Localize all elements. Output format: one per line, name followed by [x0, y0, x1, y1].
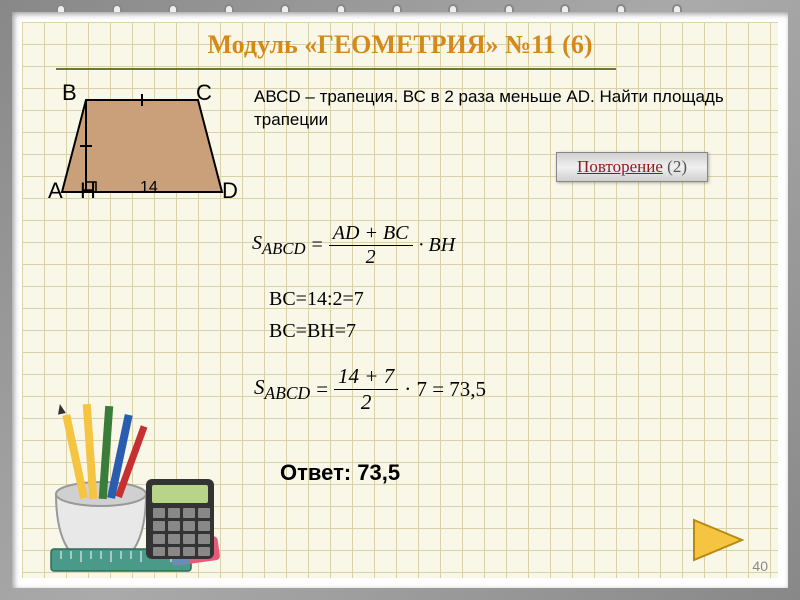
trapezoid-diagram: А В С D Н 14	[50, 82, 250, 202]
inner-frame: Модуль «ГЕОМЕТРИЯ» №11 (6) А В С D Н	[12, 12, 788, 588]
outer-frame: Модуль «ГЕОМЕТРИЯ» №11 (6) А В С D Н	[0, 0, 800, 600]
repeat-button[interactable]: Повторение (2)	[556, 152, 708, 182]
answer-text: Ответ: 73,5	[280, 460, 400, 486]
vertex-d: D	[222, 178, 238, 204]
area-formula-general: SABCD = AD + BC 2 · BH	[252, 222, 455, 269]
calc-bh: BC=BH=7	[269, 320, 356, 343]
area-formula-numeric: SABCD = 14 + 7 2 · 7 = 73,5	[254, 364, 486, 415]
base-length: 14	[140, 179, 158, 197]
vertex-h: Н	[80, 178, 96, 204]
page-number: 40	[752, 558, 768, 574]
next-button[interactable]	[692, 518, 744, 562]
vertex-c: С	[196, 80, 212, 106]
supplies-illustration	[16, 384, 246, 584]
vertex-a: А	[48, 178, 63, 204]
slide-title: Модуль «ГЕОМЕТРИЯ» №11 (6)	[22, 30, 778, 60]
problem-text: АВСD – трапеция. ВС в 2 раза меньше АD. …	[254, 86, 744, 132]
repeat-link[interactable]: Повторение	[577, 157, 663, 176]
calc-bc: BC=14:2=7	[269, 288, 364, 311]
title-underline	[56, 68, 616, 70]
slide: Модуль «ГЕОМЕТРИЯ» №11 (6) А В С D Н	[22, 22, 778, 578]
vertex-b: В	[62, 80, 77, 106]
repeat-count: (2)	[667, 157, 687, 176]
